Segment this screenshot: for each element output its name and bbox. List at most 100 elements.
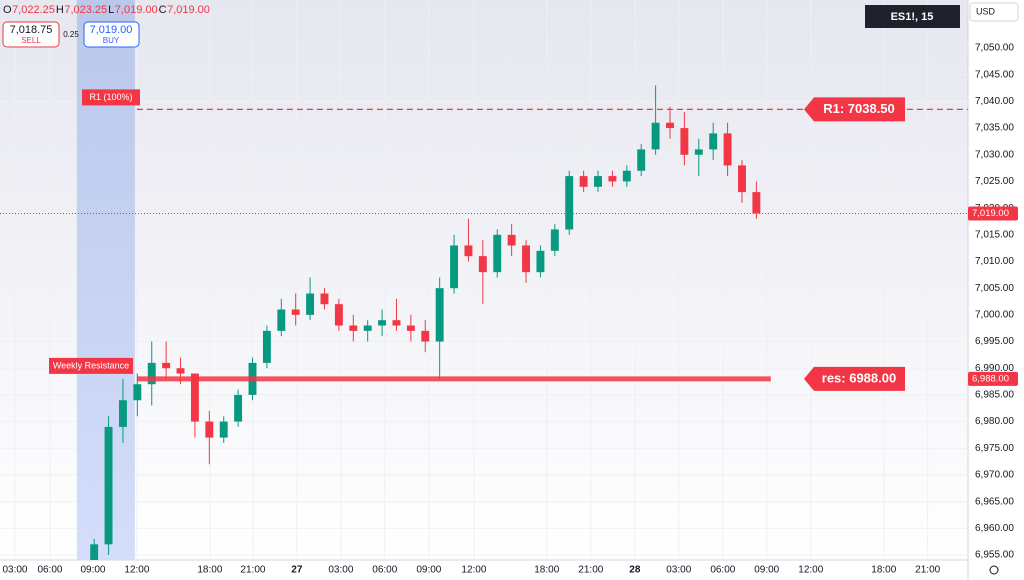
candle-body [637,149,646,171]
callout-label: R1: 7038.50 [823,101,895,116]
y-tick-label: 6,975.00 [975,443,1014,454]
y-tick-label: 6,990.00 [975,363,1014,374]
axis-price-label: 6,988.00 [972,373,1009,384]
candle-body [162,362,171,369]
candle-body [234,394,243,422]
ohlc-value: 7,019.00 [115,4,158,16]
ohlc-value: 7,019.00 [167,4,210,16]
y-tick-label: 6,980.00 [975,416,1014,427]
candle-body [464,245,473,257]
y-tick-label: 7,045.00 [975,69,1014,80]
candle-body [435,288,444,342]
candle-body [608,176,617,182]
y-tick-label: 6,985.00 [975,390,1014,401]
x-tick-label: 21:00 [240,565,265,576]
candle-body [334,304,343,326]
x-tick-label: 28 [629,565,641,576]
candle-body [421,330,430,342]
candle-body [522,245,530,273]
candle-body [723,133,732,166]
buy-button[interactable] [83,21,140,48]
candle-body [363,325,372,331]
x-tick-label: 12:00 [461,565,486,576]
x-tick-label: 09:00 [416,565,441,576]
x-tick-label: 09:00 [754,565,779,576]
sell-button[interactable] [2,21,60,48]
candle-body [349,325,358,331]
y-tick-label: 7,035.00 [975,123,1014,134]
settings-icon[interactable] [989,565,999,575]
callout-label: res: 6988.00 [822,370,896,385]
candle-body [709,133,718,150]
x-tick-label: 18:00 [871,565,896,576]
ohlc-key: H [56,4,64,16]
level-tag [82,89,140,106]
ohlc-key: C [159,4,167,16]
candle-body [118,400,127,427]
ohlc-value: 7,023.25 [64,4,107,16]
candle-body [651,122,660,150]
y-tick-label: 7,040.00 [975,96,1014,107]
candle-body [392,320,401,326]
x-tick-label: 03:00 [2,565,27,576]
candle-body [622,170,631,182]
candle-body [104,426,113,545]
y-tick-label: 6,965.00 [975,496,1014,507]
candle-body [493,234,502,273]
level-label: Weekly Resistance [53,360,129,370]
ohlc-key: O [3,4,12,16]
sell-label: SELL [21,36,41,45]
candle-body [550,229,559,251]
callout-box [804,97,905,122]
candle-body [262,330,271,363]
buy-label: BUY [103,36,120,45]
candle-body [219,421,228,438]
callout-box [804,366,905,391]
x-tick-label: 09:00 [80,565,105,576]
currency-button[interactable] [969,2,1019,22]
spread: 0.25 [63,30,79,39]
y-tick-label: 7,050.00 [975,43,1014,54]
x-tick-label: 21:00 [915,565,940,576]
y-tick-label: 7,015.00 [975,229,1014,240]
candle-body [738,165,746,193]
x-tick-label: 18:00 [197,565,222,576]
level-tag [49,357,133,374]
symbol-box [865,5,960,28]
candle-body [536,250,545,273]
y-tick-label: 7,010.00 [975,256,1014,267]
candle-body [277,309,286,331]
y-tick-label: 7,000.00 [975,309,1014,320]
y-tick-label: 6,995.00 [975,336,1014,347]
x-tick-label: 12:00 [798,565,823,576]
x-tick-label: 06:00 [37,565,62,576]
level-label: R1 (100%) [89,92,132,102]
y-tick-label: 6,955.00 [975,550,1014,561]
x-tick-label: 06:00 [372,565,397,576]
candle-body [306,293,315,315]
x-tick-label: 12:00 [124,565,149,576]
candle-body [147,362,156,385]
ohlc-key: L [108,4,114,16]
candle-body [90,544,99,560]
currency: USD [976,6,996,16]
ohlc-value: 7,022.25 [12,4,55,16]
candle-body [594,176,602,187]
buy-price: 7,019.00 [90,24,133,36]
candle-body [507,234,516,246]
y-tick-label: 6,960.00 [975,523,1014,534]
candle-body [565,176,574,230]
y-tick-label: 6,970.00 [975,470,1014,481]
candle-body [680,128,689,155]
symbol: ES1!, 15 [891,11,934,23]
plot-background [0,0,968,560]
axis-price-tag [968,371,1018,386]
x-tick-label: 03:00 [328,565,353,576]
y-tick-label: 7,030.00 [975,149,1014,160]
candle-body [752,192,761,214]
candle-body [378,320,387,326]
last-price-tag [968,206,1018,221]
x-tick-label: 03:00 [666,565,691,576]
candle-body [406,325,415,331]
